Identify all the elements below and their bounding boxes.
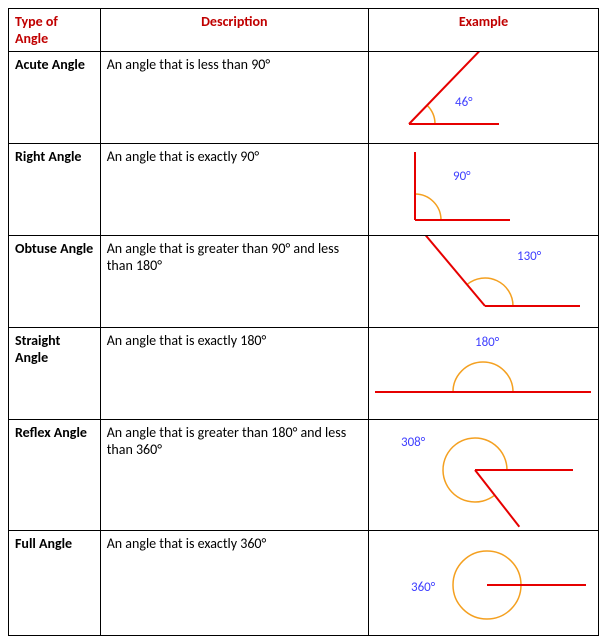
angles-table: Type of Angle Description Example Acute … xyxy=(8,8,599,636)
angle-value-label: 130° xyxy=(517,249,542,264)
table-row: Reflex AngleAn angle that is greater tha… xyxy=(9,420,599,531)
angle-description: An angle that is less than 90° xyxy=(100,52,368,144)
angle-value-label: 180° xyxy=(475,335,500,350)
header-type: Type of Angle xyxy=(9,9,101,52)
angle-example: 308° xyxy=(368,420,598,531)
angle-value-label: 360° xyxy=(411,580,436,595)
angle-type: Acute Angle xyxy=(9,52,101,144)
table-row: Full AngleAn angle that is exactly 360° … xyxy=(9,531,599,636)
angle-example: 360° xyxy=(368,531,598,636)
angle-value-label: 46° xyxy=(455,95,473,110)
table-row: Acute AngleAn angle that is less than 90… xyxy=(9,52,599,144)
header-description: Description xyxy=(100,9,368,52)
angle-diagram-icon: 90° xyxy=(369,144,598,232)
angle-description: An angle that is exactly 360° xyxy=(100,531,368,636)
angle-diagram-icon: 46° xyxy=(369,52,598,134)
table-body: Acute AngleAn angle that is less than 90… xyxy=(9,52,599,636)
angle-diagram-icon: 180° xyxy=(369,328,598,418)
angle-value-label: 90° xyxy=(453,169,471,184)
header-example: Example xyxy=(368,9,598,52)
table-row: Obtuse AngleAn angle that is greater tha… xyxy=(9,236,599,328)
angle-example: 130° xyxy=(368,236,598,328)
angle-description: An angle that is exactly 90° xyxy=(100,144,368,236)
angle-value-label: 308° xyxy=(401,435,426,450)
angle-example: 90° xyxy=(368,144,598,236)
angle-type: Obtuse Angle xyxy=(9,236,101,328)
angle-example: 180° xyxy=(368,328,598,420)
header-row: Type of Angle Description Example xyxy=(9,9,599,52)
angle-type: Straight Angle xyxy=(9,328,101,420)
angle-description: An angle that is exactly 180° xyxy=(100,328,368,420)
angle-type: Reflex Angle xyxy=(9,420,101,531)
angle-diagram-icon: 308° xyxy=(369,420,598,530)
angle-example: 46° xyxy=(368,52,598,144)
angle-diagram-icon: 130° xyxy=(369,236,598,322)
table-row: Right AngleAn angle that is exactly 90° … xyxy=(9,144,599,236)
angle-diagram-icon: 360° xyxy=(369,531,598,635)
angle-type: Full Angle xyxy=(9,531,101,636)
angle-description: An angle that is greater than 180° and l… xyxy=(100,420,368,531)
table-row: Straight AngleAn angle that is exactly 1… xyxy=(9,328,599,420)
angle-description: An angle that is greater than 90° and le… xyxy=(100,236,368,328)
angle-type: Right Angle xyxy=(9,144,101,236)
